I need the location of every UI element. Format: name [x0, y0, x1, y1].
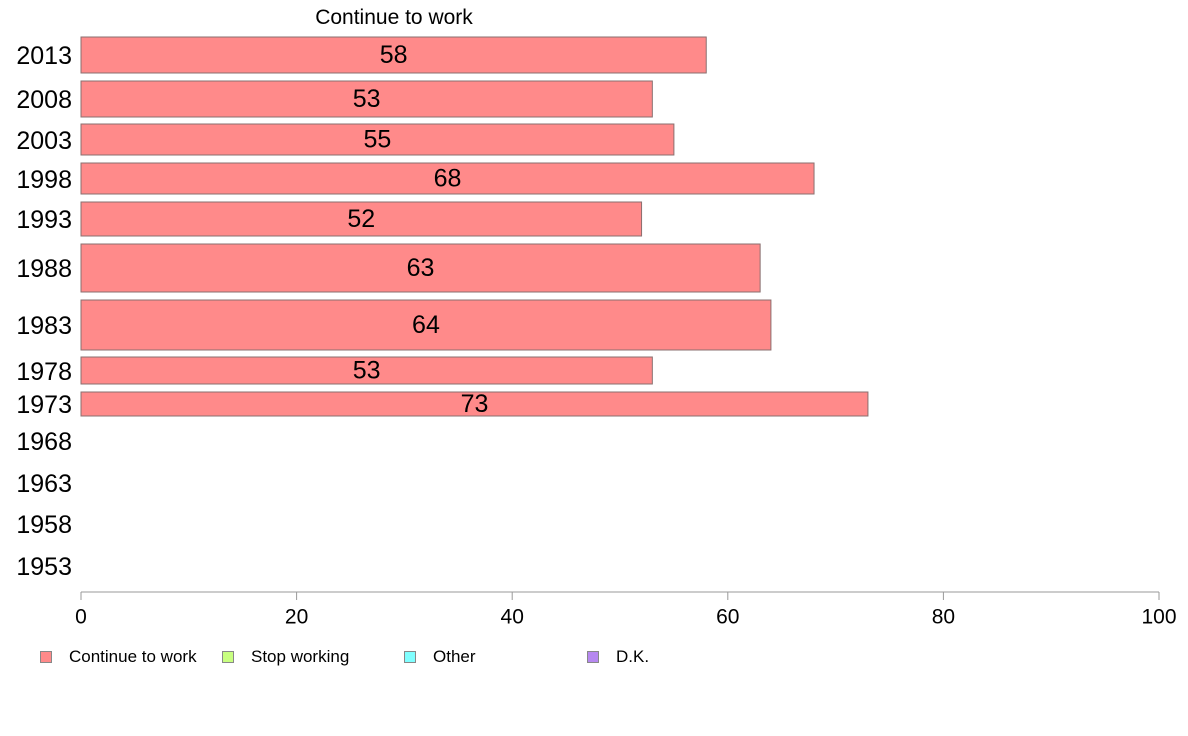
- y-tick-label: 2003: [16, 127, 72, 155]
- bar: [80, 243, 761, 293]
- bar: [80, 356, 653, 385]
- y-tick-label: 2008: [16, 86, 72, 114]
- bar: [80, 299, 772, 351]
- legend-label: Other: [433, 647, 476, 666]
- bar-value-label: 63: [407, 254, 435, 282]
- y-tick-label: 1988: [16, 255, 72, 283]
- x-tick-label: 80: [932, 606, 955, 629]
- x-tick-label: 0: [75, 606, 87, 629]
- y-tick-label: 2013: [16, 42, 72, 70]
- y-tick-label: 1978: [16, 358, 72, 386]
- bar-value-label: 55: [364, 126, 392, 154]
- x-tick-label: 40: [501, 606, 524, 629]
- bar-value-label: 53: [353, 85, 381, 113]
- legend-swatch: [222, 651, 234, 663]
- y-tick-label: 1998: [16, 166, 72, 194]
- legend-label: D.K.: [616, 647, 650, 666]
- chart-title: Continue to work: [315, 6, 473, 29]
- bar: [80, 80, 653, 118]
- legend-item-stop: Stop working: [222, 647, 349, 667]
- legend-label: Stop working: [251, 647, 350, 666]
- y-tick-label: 1968: [16, 428, 72, 456]
- legend-swatch: [587, 651, 599, 663]
- y-tick-label: 1963: [16, 470, 72, 498]
- bar: [80, 201, 643, 237]
- legend: Continue to work Stop working Other D.K.: [0, 647, 1188, 669]
- y-tick-label: 1993: [16, 206, 72, 234]
- legend-swatch: [40, 651, 52, 663]
- y-tick-label: 1958: [16, 511, 72, 539]
- legend-item-dk: D.K.: [587, 647, 649, 667]
- x-tick-label: 100: [1141, 606, 1176, 629]
- y-tick-label: 1973: [16, 391, 72, 419]
- bar: [80, 391, 869, 417]
- legend-label: Continue to work: [69, 647, 197, 666]
- x-tick-label: 60: [716, 606, 739, 629]
- bar-value-label: 64: [412, 311, 440, 339]
- legend-item-other: Other: [404, 647, 476, 667]
- bar: [80, 123, 675, 156]
- bar-chart: 2013 58 2008 53 2003 55 1998 68 1993 52 1988 63 1983…: [16, 36, 1177, 629]
- bar: [80, 162, 815, 195]
- bar-value-label: 68: [434, 165, 462, 193]
- legend-item-continue: Continue to work: [40, 647, 197, 667]
- bar-value-label: 53: [353, 357, 381, 385]
- y-tick-label: 1953: [16, 553, 72, 581]
- bar-value-label: 73: [461, 390, 489, 418]
- y-tick-label: 1983: [16, 312, 72, 340]
- bar-value-label: 52: [347, 205, 375, 233]
- legend-swatch: [404, 651, 416, 663]
- bar: [80, 36, 707, 74]
- x-tick-label: 20: [285, 606, 308, 629]
- bar-value-label: 58: [380, 41, 408, 69]
